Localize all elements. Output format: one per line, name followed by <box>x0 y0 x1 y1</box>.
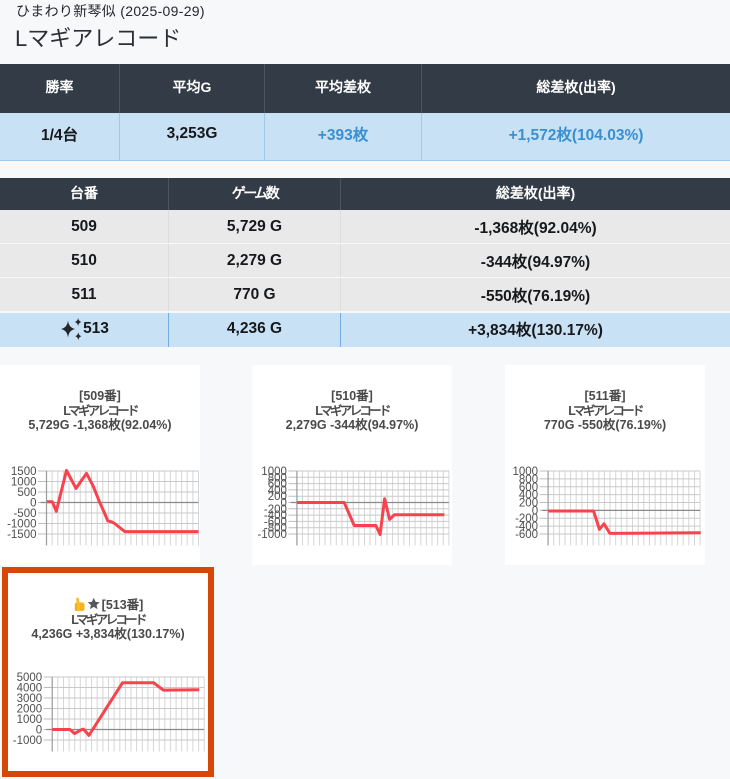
svg-text:500: 500 <box>17 487 36 499</box>
svg-text:0: 0 <box>532 505 538 517</box>
svg-text:-600: -600 <box>264 516 287 528</box>
svg-text:4000: 4000 <box>17 683 43 695</box>
svg-text:-1000: -1000 <box>257 529 286 541</box>
svg-text:-500: -500 <box>13 508 36 520</box>
svg-text:1500: 1500 <box>11 466 37 478</box>
svg-text:-400: -400 <box>264 510 287 522</box>
svg-text:200: 200 <box>519 498 538 510</box>
svg-text:-600: -600 <box>515 529 538 541</box>
svg-text:1000: 1000 <box>17 714 43 726</box>
svg-text:3000: 3000 <box>17 693 43 705</box>
svg-text:0: 0 <box>36 725 42 737</box>
svg-text:-1000: -1000 <box>13 735 42 747</box>
svg-text:2000: 2000 <box>17 704 43 716</box>
svg-text:-200: -200 <box>264 504 287 516</box>
svg-text:400: 400 <box>268 485 287 497</box>
svg-text:400: 400 <box>519 490 538 502</box>
svg-text:200: 200 <box>268 491 287 503</box>
svg-text:0: 0 <box>280 498 286 510</box>
svg-text:1000: 1000 <box>11 477 37 489</box>
svg-text:1000: 1000 <box>261 466 287 478</box>
svg-text:800: 800 <box>268 472 287 484</box>
svg-text:-1500: -1500 <box>7 529 36 541</box>
svg-text:-200: -200 <box>515 513 538 525</box>
svg-text:1000: 1000 <box>513 466 539 478</box>
svg-text:600: 600 <box>519 482 538 494</box>
svg-text:5000: 5000 <box>17 672 43 684</box>
svg-text:-400: -400 <box>515 521 538 533</box>
svg-text:800: 800 <box>519 474 538 486</box>
svg-text:600: 600 <box>268 479 287 491</box>
svg-text:-800: -800 <box>264 523 287 535</box>
svg-text:-1000: -1000 <box>7 519 36 531</box>
svg-text:0: 0 <box>30 498 36 510</box>
